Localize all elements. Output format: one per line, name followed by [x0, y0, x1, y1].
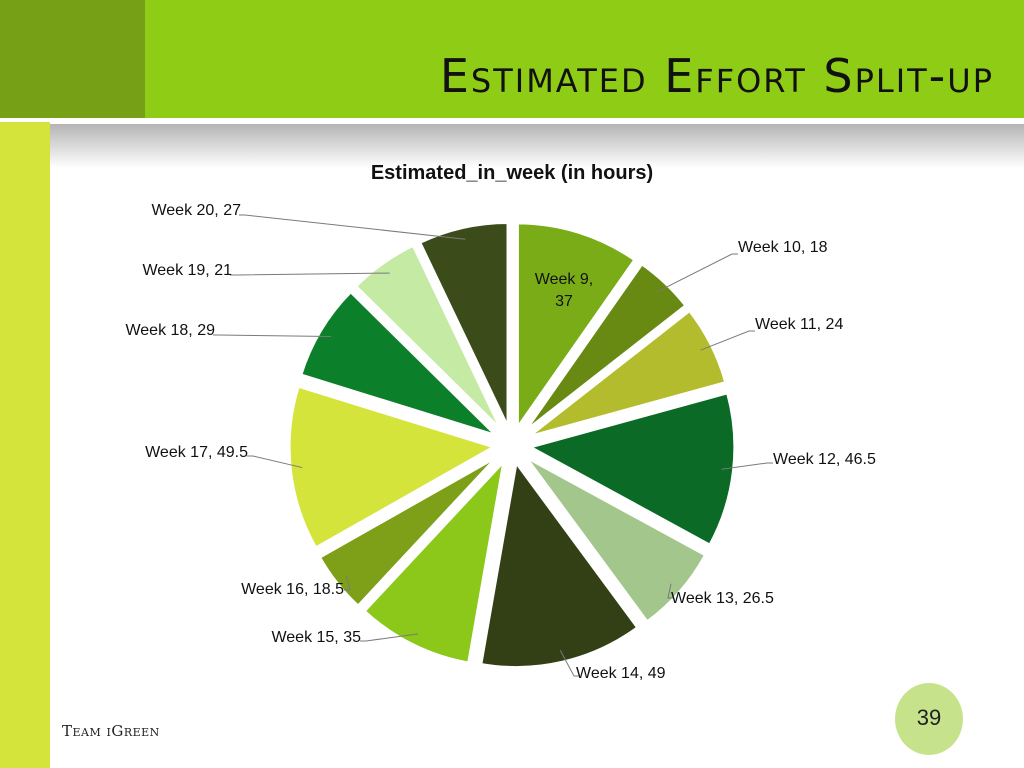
leader-line-week-14: [559, 650, 580, 677]
pie-label-week-15: Week 15, 35: [271, 629, 361, 646]
pie-chart: Estimated_in_week (in hours) Week 9, 37We…: [125, 162, 876, 682]
leader-line-week-10: [656, 253, 738, 293]
pie-slice-week-20: [417, 220, 510, 429]
footer-team-name: Team iGreen: [62, 722, 160, 740]
pie-label-week-17: Week 17, 49.5: [145, 444, 248, 461]
leader-line-week-20: [239, 214, 466, 240]
pie-slice-week-15: [362, 456, 507, 665]
pie-slice-week-13: [524, 455, 708, 624]
pie-slice-week-19: [353, 243, 503, 432]
pie-slice-week-16: [317, 454, 499, 609]
pie-label-week-10: Week 10, 18: [738, 239, 828, 256]
header-divider: [0, 118, 1024, 122]
leader-line-week-19: [230, 272, 390, 276]
leader-line-week-15: [360, 633, 419, 642]
slide-title: Estimated Effort Split-up: [439, 49, 994, 103]
pie-label-week-20: Week 20, 27: [151, 202, 241, 219]
leader-line-week-13: [667, 583, 674, 599]
leader-line-week-16: [344, 575, 351, 591]
header-dark-block: [0, 0, 145, 118]
pie-slice-week-14: [479, 458, 640, 670]
pie-slice-week-17: [287, 384, 498, 551]
pie-slice-week-12: [525, 390, 737, 548]
pie-slices: [287, 220, 737, 670]
leader-line-week-18: [213, 334, 332, 338]
page-number: 39: [916, 705, 942, 730]
pie-slice-week-9: [515, 221, 637, 433]
pie-slice-week-10: [523, 261, 688, 434]
pie-label-week-13: Week 13, 26.5: [671, 590, 774, 607]
pie-label-week-12: Week 12, 46.5: [773, 451, 876, 468]
pie-label-week-9: Week 9, 37: [535, 271, 593, 310]
pie-label-week-14: Week 14, 49: [576, 665, 666, 682]
pie-labels: Week 9, 37 Week 10, 18 Week 11, 24 Week 12, …: [125, 202, 876, 682]
leader-line-week-12: [721, 462, 773, 470]
chart-title: Estimated_in_week (in hours): [371, 162, 653, 184]
pie-label-week-18: Week 18, 29: [125, 322, 215, 339]
pie-label-week-16: Week 16, 18.5: [241, 581, 344, 598]
header-band: [145, 0, 1024, 118]
header-shadow: [50, 124, 1024, 168]
leader-line-week-11: [700, 330, 755, 351]
pie-slice-week-18: [298, 289, 498, 438]
pie-label-week-19: Week 19, 21: [142, 262, 232, 279]
pie-slice-week-11: [527, 308, 728, 439]
left-accent-strip: [0, 122, 50, 768]
pie-label-week-11: Week 11, 24: [755, 316, 843, 333]
leader-line-week-17: [247, 455, 303, 469]
page-number-badge: 39: [895, 683, 963, 755]
